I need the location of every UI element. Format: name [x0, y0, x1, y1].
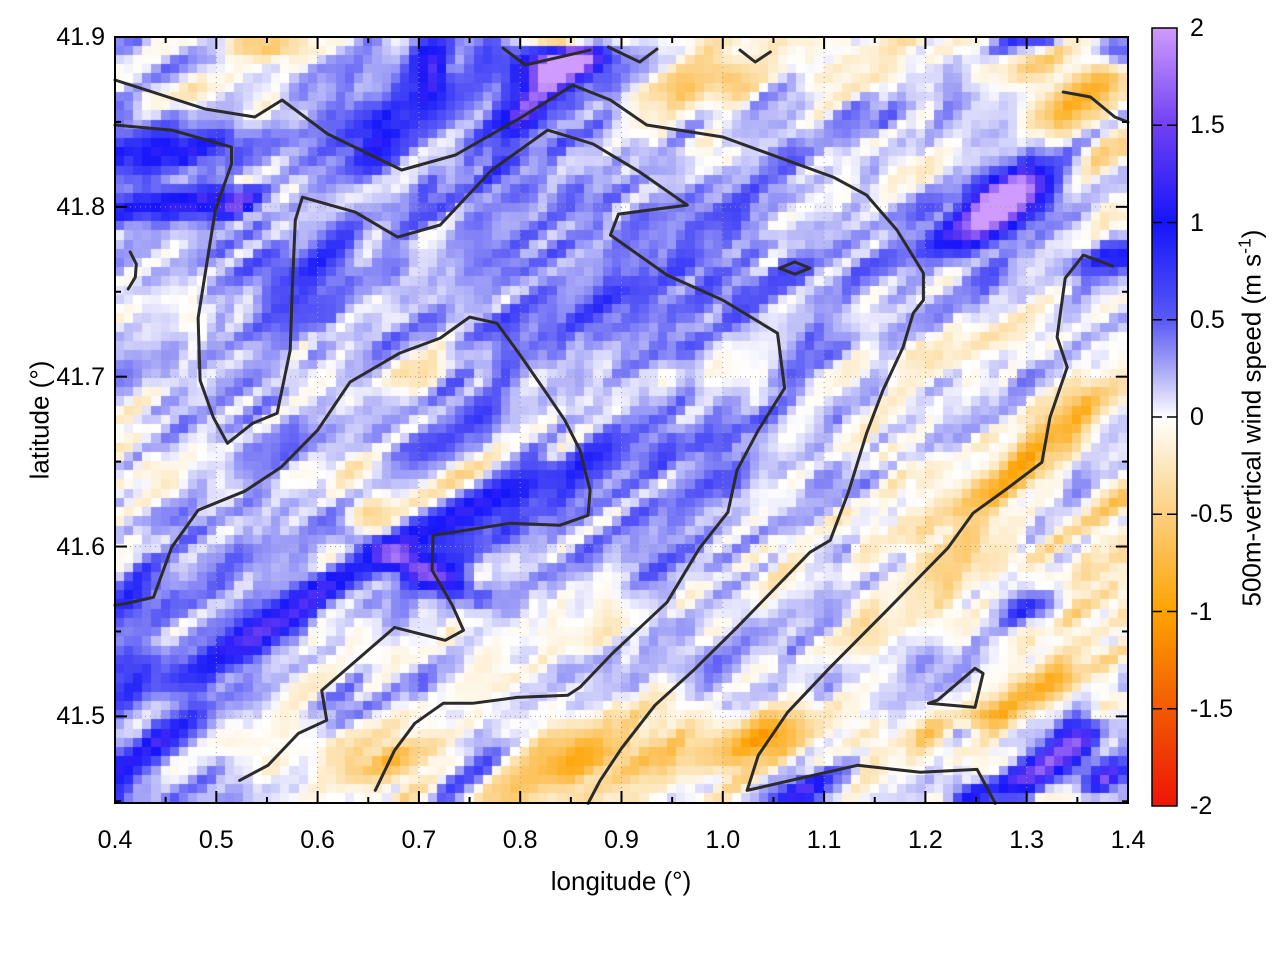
x-tick-label: 0.8: [502, 826, 538, 854]
colorbar-tick-label: 0: [1190, 403, 1204, 431]
contour-line: [778, 260, 812, 276]
colorbar-label: 500m-vertical wind speed (m s-1): [1235, 230, 1268, 607]
contour-line: [745, 253, 1115, 805]
y-tick-label: 41.9: [56, 23, 105, 51]
contour-line: [606, 45, 659, 64]
colorbar-label-suffix: ): [1236, 229, 1267, 239]
x-tick-label: 1.0: [705, 826, 741, 854]
contour-line: [738, 48, 772, 64]
contour-line: [113, 123, 787, 792]
x-tick-label: 0.4: [97, 826, 133, 854]
x-tick-label: 0.7: [401, 826, 437, 854]
y-tick-label: 41.8: [56, 192, 105, 221]
contour-line: [1061, 90, 1130, 124]
x-tick-label: 1.1: [806, 826, 842, 854]
x-tick-label: 0.6: [300, 826, 335, 854]
colorbar-tick-label: 0.5: [1190, 305, 1225, 334]
x-tick-label: 0.5: [198, 826, 234, 854]
y-tick-label: 41.7: [56, 362, 105, 391]
heatmap-canvas: [115, 37, 1128, 803]
contour-line: [501, 46, 592, 67]
contour-line: [113, 78, 925, 805]
colorbar-tick-label: 1.5: [1190, 111, 1225, 140]
x-tick-label: 1.2: [908, 826, 943, 854]
colorbar-tick-label: -1.5: [1190, 694, 1234, 723]
x-tick-label: 1.3: [1009, 826, 1045, 854]
x-axis-label: longitude (°): [550, 866, 692, 896]
y-tick-label: 41.5: [56, 702, 105, 731]
contour-line: [113, 315, 592, 782]
x-tick-label: 0.9: [604, 826, 639, 854]
colorbar-tick-label: 1: [1190, 208, 1204, 237]
contour-line: [926, 666, 985, 709]
plot-frame: [114, 36, 1129, 804]
x-tick-label: 1.4: [1110, 826, 1146, 854]
colorbar-tick-label: -0.5: [1190, 500, 1234, 529]
colorbar-label-text: 500m-vertical wind speed (m s: [1236, 253, 1267, 607]
colorbar-tick-label: -1: [1190, 597, 1213, 626]
colorbar-label-superscript: -1: [1234, 238, 1255, 254]
colorbar-tick-label: -2: [1190, 792, 1213, 820]
contour-line: [126, 250, 138, 291]
colorbar-tick-label: 2: [1190, 14, 1204, 42]
y-tick-label: 41.6: [56, 532, 105, 561]
